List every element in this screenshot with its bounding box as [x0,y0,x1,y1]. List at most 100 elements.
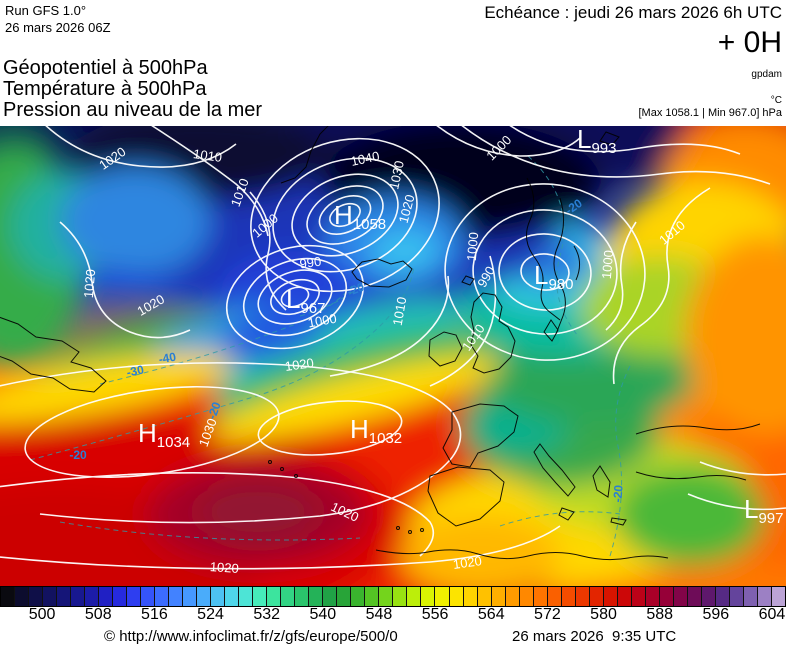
colorbar-cell [267,587,282,606]
colorbar-cell [757,587,772,606]
colorbar-cell [701,587,716,606]
colorbar-cell [351,587,366,606]
isobar-value-label: 1010 [192,146,223,165]
minmax-pressure: [Max 1058.1 | Min 967.0] hPa [638,107,783,119]
colorbar-cell [295,587,310,606]
colorbar-cell [491,587,506,606]
colorbar-cell [463,587,478,606]
colorbar [0,586,786,607]
colorbar-cell [575,587,590,606]
pressure-center-L967: L967 [286,284,326,317]
temperature-value-label: -20 [610,484,625,503]
unit-celsius: °C [770,95,782,106]
isobar-contours [0,126,786,570]
parameter-titles: Géopotentiel à 500hPa Température à 500h… [3,58,262,121]
colorbar-tick-label: 556 [421,606,449,623]
colorbar-tick-label: 516 [141,606,168,623]
colorbar-cell [15,587,30,606]
pressure-centers: H1058 L967 L993 L980 H1034 H1032 L997 [138,126,784,527]
colorbar-cell [477,587,492,606]
colorbar-cell [127,587,142,606]
isobar-value-label: 1020 [396,193,418,225]
colorbar-cell [715,587,730,606]
colorbar-cell [393,587,408,606]
colorbar-tick-label: 548 [365,606,393,623]
colorbar-tick-label: 508 [84,606,112,623]
colorbar-cell [281,587,296,606]
colorbar-cell [589,587,604,606]
pressure-center-L997: L997 [744,494,784,527]
colorbar-cell [169,587,184,606]
colorbar-cell [449,587,464,606]
colorbar-cell [673,587,688,606]
colorbar-tick-label: 532 [253,606,281,623]
colorbar-cell [631,587,646,606]
isobar-value-label: 1010 [390,296,410,327]
temperature-value-label: -40 [158,350,178,367]
colorbar-cell [729,587,744,606]
forecast-header: Echéance : jeudi 26 mars 2026 6h UTC + 0… [484,3,782,60]
colorbar-cell [435,587,450,606]
temperature-value-label: -30 [125,362,145,379]
run-model-label: Run GFS 1.0° [5,3,87,18]
param-geopotential: Géopotentiel à 500hPa [3,57,208,79]
isobar-value-label: 1020 [209,559,239,576]
isobar-value-label: 1020 [452,553,483,572]
colorbar-cell [155,587,170,606]
pressure-center-H1032: H1032 [350,414,402,447]
colorbar-cell [323,587,338,606]
colorbar-cell [1,587,16,606]
colorbar-cell [225,587,240,606]
colorbar-tick-label: 580 [590,606,617,623]
colorbar-cell [659,587,674,606]
colorbar-cell [71,587,86,606]
colorbar-cell [617,587,632,606]
colorbar-cell [85,587,100,606]
colorbar-cell [603,587,618,606]
pressure-center-H1034: H1034 [138,418,190,451]
echeance-label: Echéance : jeudi 26 mars 2026 6h UTC [484,3,782,22]
run-date-label: 26 mars 2026 06Z [5,19,111,35]
colorbar-cell [505,587,520,606]
colorbar-tick-label: 564 [477,606,505,623]
colorbar-tick-label: 540 [309,606,337,623]
isobar-value-label: 1030 [386,159,407,190]
colorbar-tick-label: 524 [197,606,224,623]
footer-bar: © http://www.infoclimat.fr/z/gfs/europe/… [0,626,786,648]
temperature-value-label: -20 [345,280,366,299]
colorbar-cell [743,587,758,606]
source-url: © http://www.infoclimat.fr/z/gfs/europe/… [104,628,398,645]
colorbar-tick-label: 588 [646,606,674,623]
colorbar-cell [57,587,72,606]
colorbar-cell [337,587,352,606]
colorbar-cell [99,587,114,606]
colorbar-tick-label: 572 [534,606,561,623]
colorbar-cell [519,587,534,606]
colorbar-cell [645,587,660,606]
colorbar-cell [547,587,562,606]
colorbar-cell [197,587,212,606]
isobar-value-label: 1020 [81,269,98,299]
run-info: Run GFS 1.0° 26 mars 2026 06Z [5,3,111,37]
isobar-value-label: 990 [299,254,323,272]
param-temperature: Température à 500hPa [3,78,207,100]
temperature-field [0,126,786,586]
colorbar-cell [29,587,44,606]
colorbar-cell [421,587,436,606]
isobar-value-label: 1000 [599,250,616,280]
colorbar-cell [141,587,156,606]
colorbar-cell [183,587,198,606]
colorbar-cell [365,587,380,606]
generation-datetime: 26 mars 2026 9:35 UTC [512,628,677,645]
isobar-value-label: 1040 [349,148,380,169]
colorbar-cell [253,587,268,606]
colorbar-cell [561,587,576,606]
map-canvas: 1020 1010 1010 1000 1020 1020 1040 1030 1020 990 1… [0,126,786,586]
colorbar-tick-label: 604 [758,606,786,623]
colorbar-cell [687,587,702,606]
colorbar-cell [379,587,394,606]
colorbar-cell [211,587,226,606]
colorbar-cell [407,587,422,606]
colorbar-cell [43,587,58,606]
colorbar-tick-label: 596 [702,606,730,623]
